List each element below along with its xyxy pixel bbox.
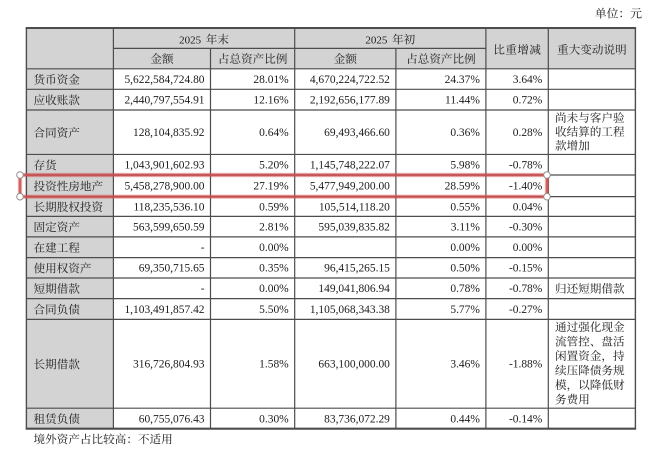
svg-text:3.64%: 3.64% — [513, 74, 543, 86]
svg-text:28.01%: 28.01% — [253, 74, 289, 86]
svg-text:0.78%: 0.78% — [450, 283, 480, 295]
svg-text:0.30%: 0.30% — [259, 413, 289, 425]
svg-text:69,350,715.65: 69,350,715.65 — [139, 263, 205, 275]
svg-text:2,440,797,554.91: 2,440,797,554.91 — [124, 95, 204, 107]
svg-text:3.46%: 3.46% — [450, 359, 480, 371]
svg-text:-0.14%: -0.14% — [509, 413, 543, 425]
svg-text:-0.15%: -0.15% — [509, 263, 543, 275]
svg-text:2.81%: 2.81% — [259, 222, 289, 234]
svg-text:69,493,466.60: 69,493,466.60 — [324, 127, 390, 139]
svg-text:1,145,748,222.07: 1,145,748,222.07 — [310, 160, 390, 172]
svg-text:-: - — [201, 242, 205, 254]
svg-text:0.72%: 0.72% — [513, 95, 543, 107]
svg-text:316,726,804.93: 316,726,804.93 — [133, 359, 205, 371]
svg-text:105,514,118.20: 105,514,118.20 — [319, 201, 390, 213]
svg-text:-0.78%: -0.78% — [509, 160, 543, 172]
svg-text:1,103,491,857.42: 1,103,491,857.42 — [124, 304, 204, 316]
svg-text:0.36%: 0.36% — [450, 127, 480, 139]
svg-text:-0.78%: -0.78% — [509, 283, 543, 295]
svg-text:0.00%: 0.00% — [513, 242, 543, 254]
svg-text:12.16%: 12.16% — [253, 95, 289, 107]
svg-text:2,192,656,177.89: 2,192,656,177.89 — [310, 95, 390, 107]
svg-text:83,736,072.29: 83,736,072.29 — [324, 413, 390, 425]
svg-text:0.59%: 0.59% — [259, 201, 289, 213]
svg-text:5.50%: 5.50% — [259, 304, 289, 316]
svg-text:0.50%: 0.50% — [450, 263, 480, 275]
svg-text:0.28%: 0.28% — [513, 127, 543, 139]
svg-text:-1.88%: -1.88% — [509, 359, 543, 371]
svg-text:1.58%: 1.58% — [259, 359, 289, 371]
svg-text:96,415,265.15: 96,415,265.15 — [324, 263, 390, 275]
svg-text:24.37%: 24.37% — [445, 74, 481, 86]
svg-text:0.00%: 0.00% — [450, 242, 480, 254]
svg-text:5.77%: 5.77% — [450, 304, 480, 316]
svg-text:0.00%: 0.00% — [259, 283, 289, 295]
svg-text:1,043,901,602.93: 1,043,901,602.93 — [124, 160, 204, 172]
svg-text:3.11%: 3.11% — [451, 222, 481, 234]
svg-text:5,622,584,724.80: 5,622,584,724.80 — [124, 74, 204, 86]
svg-text:0.55%: 0.55% — [450, 201, 480, 213]
svg-text:-: - — [201, 283, 205, 295]
svg-text:-0.27%: -0.27% — [509, 304, 543, 316]
svg-text:595,039,835.82: 595,039,835.82 — [318, 222, 390, 234]
svg-text:0.64%: 0.64% — [259, 127, 289, 139]
svg-text:0.04%: 0.04% — [513, 201, 543, 213]
svg-text:5,458,278,900.00: 5,458,278,900.00 — [124, 181, 204, 193]
svg-text:28.59%: 28.59% — [445, 181, 481, 193]
svg-text:118,235,536.10: 118,235,536.10 — [133, 201, 204, 213]
svg-text:5.98%: 5.98% — [450, 160, 480, 172]
svg-text:663,100,000.00: 663,100,000.00 — [318, 359, 390, 371]
svg-text:2025: 2025 — [179, 35, 202, 47]
svg-text:27.19%: 27.19% — [253, 181, 289, 193]
svg-text:128,104,835.92: 128,104,835.92 — [133, 127, 205, 139]
svg-text:5.20%: 5.20% — [259, 160, 289, 172]
svg-text:149,041,806.94: 149,041,806.94 — [318, 283, 390, 295]
svg-text:0.44%: 0.44% — [450, 413, 480, 425]
svg-text:2025: 2025 — [365, 35, 388, 47]
svg-text:-1.40%: -1.40% — [509, 181, 543, 193]
svg-text:563,599,650.59: 563,599,650.59 — [133, 222, 205, 234]
svg-text:5,477,949,200.00: 5,477,949,200.00 — [310, 181, 390, 193]
svg-text:60,755,076.43: 60,755,076.43 — [139, 413, 205, 425]
svg-text:0.35%: 0.35% — [259, 263, 289, 275]
svg-text:1,105,068,343.38: 1,105,068,343.38 — [310, 304, 390, 316]
svg-text:-0.30%: -0.30% — [509, 222, 543, 234]
svg-text:0.00%: 0.00% — [259, 242, 289, 254]
svg-text:4,670,224,722.52: 4,670,224,722.52 — [310, 74, 390, 86]
svg-text:11.44%: 11.44% — [445, 95, 480, 107]
